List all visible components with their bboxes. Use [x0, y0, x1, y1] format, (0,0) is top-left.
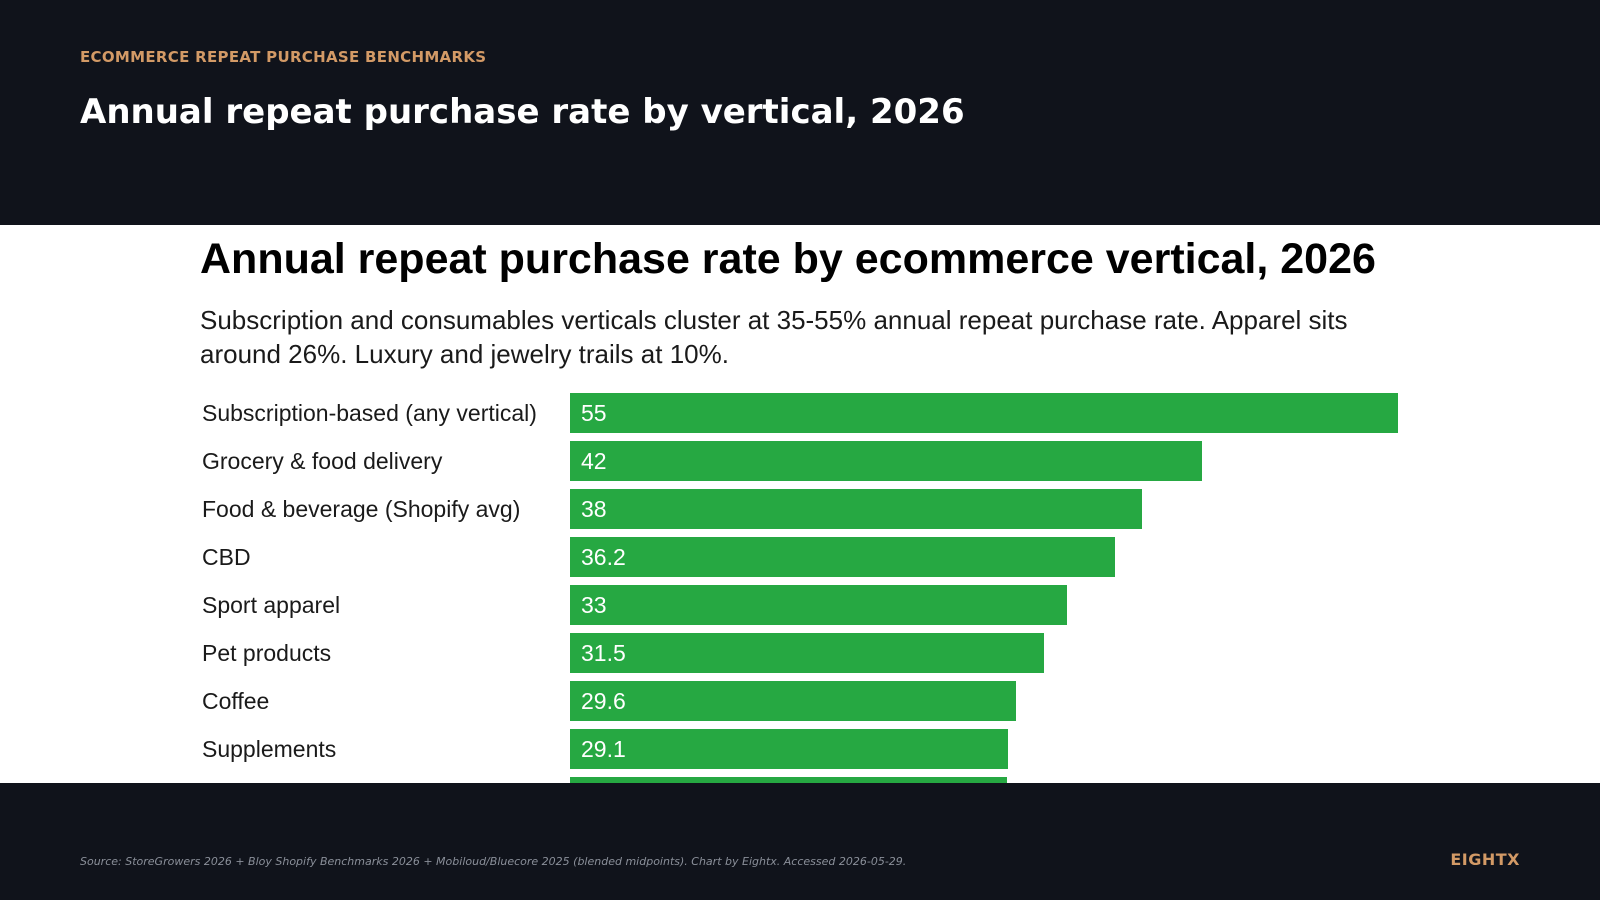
bar	[570, 393, 1398, 433]
bar-value-label: 33	[581, 592, 607, 618]
category-label: Supplements	[202, 736, 337, 762]
category-label: CBD	[202, 544, 251, 570]
bar	[570, 681, 1016, 721]
category-label: Pet products	[202, 640, 332, 666]
bar	[570, 537, 1115, 577]
bar-value-label: 36.2	[581, 544, 626, 570]
category-label: Sport apparel	[202, 592, 341, 618]
slide-footer: Source: StoreGrowers 2026 + Bloy Shopify…	[0, 783, 1600, 900]
chart-subtitle: Subscription and consumables verticals c…	[200, 305, 1348, 369]
brand-logo: EIGHTX	[1450, 850, 1520, 869]
slide-title: Annual repeat purchase rate by vertical,…	[80, 92, 965, 132]
bar-value-label: 38	[581, 496, 607, 522]
bar-value-label: 42	[581, 448, 607, 474]
bar-value-label: 55	[581, 400, 607, 426]
bar-value-label: 31.5	[581, 640, 626, 666]
chart-panel: Subscription-based (any vertical) 55 Groce…	[0, 225, 1600, 783]
eyebrow-label: ECOMMERCE REPEAT PURCHASE BENCHMARKS	[80, 48, 487, 66]
category-label: Food & beverage (Shopify avg)	[202, 496, 521, 522]
chart-title: Annual repeat purchase rate by ecommerce…	[200, 235, 1376, 283]
bar-value-label: 29.6	[581, 688, 626, 714]
bar-chart: Subscription-based (any vertical) 55 Groce…	[0, 225, 1600, 783]
slide-header: ECOMMERCE REPEAT PURCHASE BENCHMARKS Ann…	[0, 0, 1600, 225]
bar	[570, 441, 1203, 481]
category-label: Grocery & food delivery	[202, 448, 443, 474]
category-label: Subscription-based (any vertical)	[202, 400, 537, 426]
bar	[570, 585, 1067, 625]
bar-truncated	[570, 777, 1007, 783]
bar-value-label: 29.1	[581, 736, 626, 762]
source-note: Source: StoreGrowers 2026 + Bloy Shopify…	[80, 855, 907, 868]
category-label: Coffee	[202, 688, 270, 714]
bar	[570, 729, 1009, 769]
bar	[570, 633, 1045, 673]
bar	[570, 489, 1143, 529]
